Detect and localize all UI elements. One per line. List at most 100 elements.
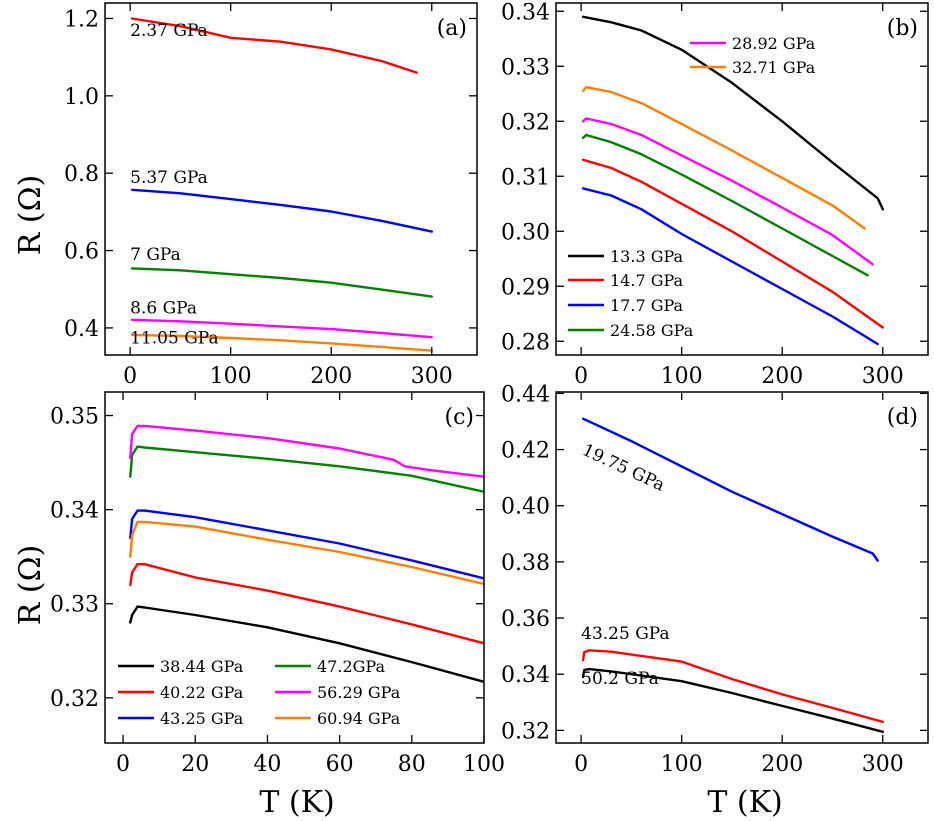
panel-c: 0 20 40 60 80 100 0.32 0.33 0.34 0.35 (c) 38.44 GPa… <box>50 391 505 777</box>
x-tick-label: 0 <box>574 364 588 389</box>
y-tick-label: 0.8 <box>64 162 99 187</box>
y-tick-label: 0.34 <box>501 0 550 25</box>
series-line-40-22-gpa <box>129 563 484 645</box>
y-tick-label: 0.32 <box>50 687 99 712</box>
x-tick-label: 200 <box>761 364 803 389</box>
x-tick-label: 100 <box>661 752 703 777</box>
curve-label: 8.6 GPa <box>130 299 197 319</box>
series-group <box>581 15 884 346</box>
legend-label: 47.2GPa <box>317 657 385 676</box>
panel-tag: (a) <box>437 16 467 41</box>
curve-label: 50.2 GPa <box>581 669 659 689</box>
legend-label: 38.44 GPa <box>160 657 244 676</box>
y-tick-label: 0.32 <box>501 719 550 744</box>
series-line-47-2gpa <box>129 445 484 493</box>
series-line-7-gpa <box>130 267 433 298</box>
legend-label: 14.7 GPa <box>610 271 684 290</box>
x-tick-label: 0 <box>116 752 130 777</box>
panel-tag: (d) <box>887 405 918 430</box>
y-tick-label: 0.33 <box>501 55 550 80</box>
y-axis-title: R (Ω) <box>13 545 48 625</box>
x-tick-label: 40 <box>253 752 281 777</box>
x-tick-label: 200 <box>761 752 803 777</box>
y-tick-label: 0.44 <box>501 382 550 407</box>
x-tick-label: 20 <box>181 752 209 777</box>
x-axis-title-right: T (K) <box>707 785 782 820</box>
y-tick-label: 0.38 <box>501 551 550 576</box>
plot-frame <box>104 391 485 744</box>
y-tick-label: 0.42 <box>501 439 550 464</box>
series-group <box>129 424 484 683</box>
curve-label: 7 GPa <box>130 245 181 265</box>
y-tick-label: 0.29 <box>501 275 550 300</box>
curve-label: 19.75 GPa <box>579 440 668 496</box>
y-tick-label: 0.32 <box>501 110 550 135</box>
x-tick-label: 0 <box>123 364 137 389</box>
y-tick-label: 0.35 <box>50 405 99 430</box>
x-tick-label: 300 <box>862 364 904 389</box>
y-axis-title: R (Ω) <box>13 175 48 255</box>
series-line-38-44-gpa <box>129 605 484 683</box>
y-tick-label: 0.36 <box>501 607 550 632</box>
y-axis-title-bottom: R (Ω) <box>13 545 48 625</box>
y-tick-label: 0.28 <box>501 330 550 355</box>
panel-d: 0 100 200 300 0.32 0.34 0.36 0.38 0.40 0.42 0.44 (d… <box>501 382 929 777</box>
x-tick-label: 100 <box>210 364 252 389</box>
plot-frame <box>555 391 929 744</box>
series-line-32-71-gpa <box>581 85 866 230</box>
legend-label: 17.7 GPa <box>610 296 684 315</box>
series-line-14-7-gpa <box>581 158 884 329</box>
x-tick-label: 100 <box>661 364 703 389</box>
y-tick-label: 0.33 <box>50 593 99 618</box>
series-line-24-58-gpa <box>581 133 869 277</box>
legend: 38.44 GPa 47.2GPa 40.22 GPa 56.29 GPa 43.25 … <box>118 657 401 728</box>
legend-label: 24.58 GPa <box>610 321 694 340</box>
y-tick-label: 0.4 <box>64 317 99 342</box>
curve-label: 5.37 GPa <box>130 168 208 188</box>
series-line-43-25-gpa <box>129 509 484 580</box>
series-line-19-75-gpa <box>581 417 879 562</box>
legend-label: 13.3 GPa <box>610 247 684 266</box>
x-tick-label: 0 <box>574 752 588 777</box>
plot-frame <box>555 2 929 356</box>
curve-label: 43.25 GPa <box>581 624 669 644</box>
series-group <box>130 17 433 352</box>
y-tick-label: 0.30 <box>501 220 550 245</box>
series-line-43-25-gpa <box>581 649 884 724</box>
legend-label: 56.29 GPa <box>317 683 401 702</box>
x-tick-label: 300 <box>862 752 904 777</box>
plot-frame <box>104 2 478 356</box>
x-tick-label: 300 <box>411 364 453 389</box>
x-tick-label: 100 <box>463 752 505 777</box>
series-line-50-2-gpa <box>581 667 884 733</box>
x-tick-label: 200 <box>310 364 352 389</box>
legend: 28.92 GPa 32.71 GPa 13.3 GPa 14.7 GPa 17.7 G… <box>568 34 816 340</box>
y-tick-label: 1.2 <box>64 7 99 32</box>
series-line-11-05-gpa <box>130 333 433 352</box>
panel-tag: (c) <box>445 405 475 430</box>
legend-label: 43.25 GPa <box>160 709 244 728</box>
series-line-56-29-gpa <box>129 424 484 478</box>
y-axis-title-top: R (Ω) <box>13 175 48 255</box>
y-tick-label: 0.31 <box>501 165 550 190</box>
x-axis-title-left: T (K) <box>259 785 334 820</box>
curve-label: 2.37 GPa <box>130 21 208 41</box>
y-tick-label: 0.34 <box>50 499 99 524</box>
y-tick-label: 0.6 <box>64 240 99 265</box>
x-tick-label: 60 <box>326 752 354 777</box>
series-line-17-7-gpa <box>581 187 879 346</box>
series-line-2-37-gpa <box>130 17 418 74</box>
series-line-13-3-gpa <box>581 15 884 211</box>
legend-label: 28.92 GPa <box>732 34 816 53</box>
legend-label: 40.22 GPa <box>160 683 244 702</box>
series-group <box>581 417 884 733</box>
series-line-5-37-gpa <box>130 188 433 233</box>
y-tick-label: 0.34 <box>501 663 550 688</box>
legend-label: 32.71 GPa <box>732 58 816 77</box>
series-line-60-94-gpa <box>129 520 484 586</box>
series-line-28-92-gpa <box>581 117 874 266</box>
y-tick-label: 0.40 <box>501 495 550 520</box>
panel-tag: (b) <box>887 16 918 41</box>
series-line-8-6-gpa <box>130 318 433 339</box>
